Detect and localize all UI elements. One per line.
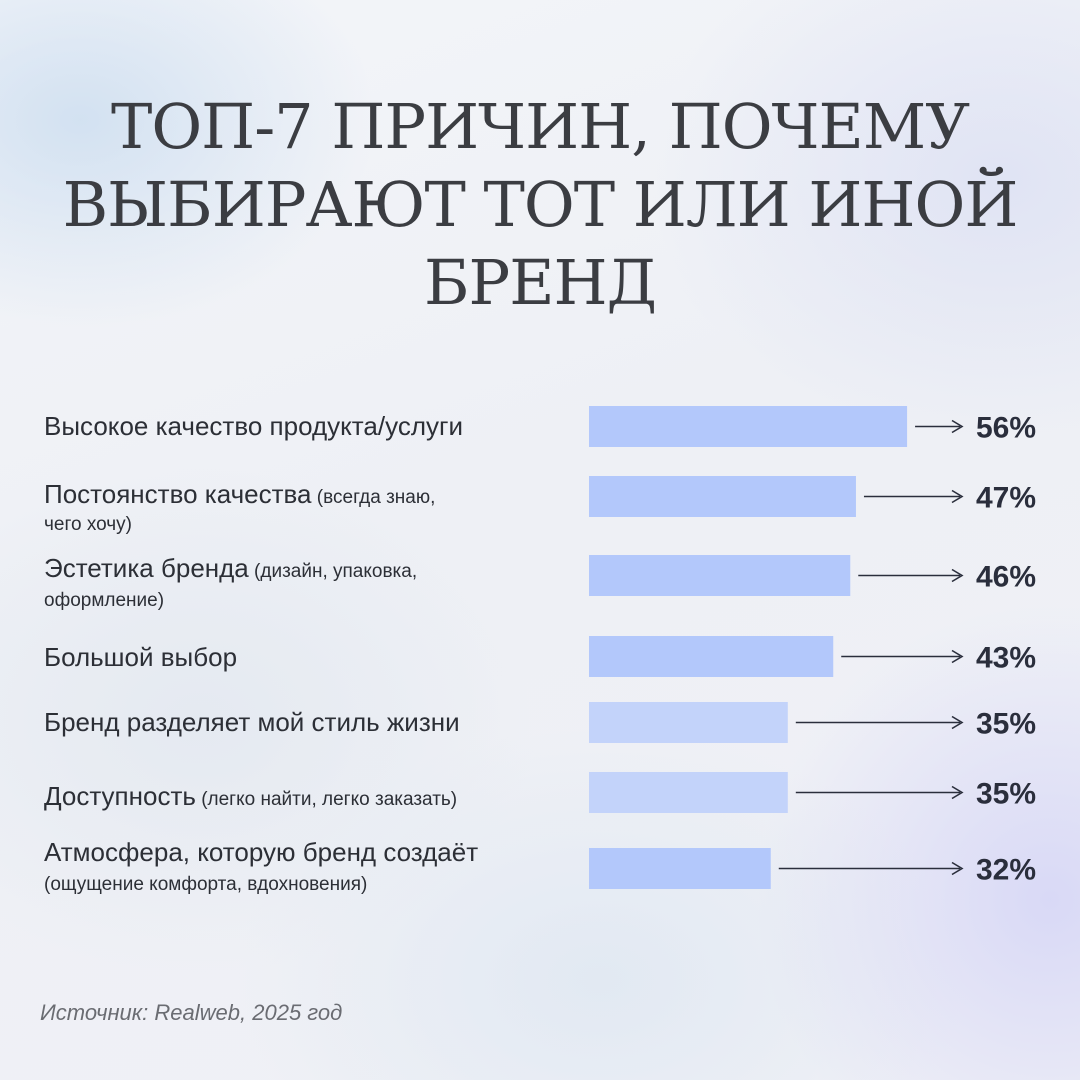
category-label-4: Большой выбор — [44, 642, 237, 672]
category-label-6: Доступность (легко найти, легко заказать… — [44, 781, 457, 811]
source-note: Источник: Realweb, 2025 год — [40, 1000, 343, 1025]
category-label-7: Атмосфера, которую бренд создаёт — [44, 837, 478, 867]
chart-title-line-1: ТОП-7 ПРИЧИН, ПОЧЕМУ — [110, 90, 970, 163]
arrow-head-1 — [951, 419, 964, 434]
arrow-head-3 — [951, 568, 964, 583]
bar-7 — [589, 848, 771, 889]
value-label-6: 35% — [976, 778, 1036, 811]
category-note-3: оформление) — [44, 590, 164, 611]
chart-title-line-3: БРЕНД — [423, 246, 657, 319]
arrow-head-2 — [951, 489, 964, 504]
value-label-7: 32% — [976, 854, 1036, 887]
value-label-3: 46% — [976, 561, 1036, 594]
category-label-2: Постоянство качества (всегда знаю, — [44, 479, 435, 509]
arrow-head-4 — [951, 649, 964, 664]
category-label-3: Эстетика бренда (дизайн, упаковка, — [44, 553, 417, 583]
bar-2 — [589, 476, 856, 517]
bar-6 — [589, 772, 788, 813]
bar-1 — [589, 406, 908, 447]
arrow-head-7 — [951, 861, 964, 876]
value-label-4: 43% — [976, 642, 1036, 675]
bar-3 — [589, 555, 851, 596]
bar-5 — [589, 702, 788, 743]
arrow-head-5 — [951, 715, 964, 730]
chart-title-line-2: ВЫБИРАЮТ ТОТ ИЛИ ИНОЙ — [62, 168, 1019, 241]
chart-title: ТОП-7 ПРИЧИН, ПОЧЕМУ ВЫБИРАЮТ ТОТ ИЛИ ИН… — [0, 88, 1080, 322]
bar-4 — [589, 636, 834, 677]
category-note-7: (ощущение комфорта, вдохновения) — [44, 874, 367, 895]
category-label-5: Бренд разделяет мой стиль жизни — [44, 707, 460, 737]
category-label-1: Высокое качество продукта/услуги — [44, 411, 463, 441]
value-label-5: 35% — [976, 708, 1036, 741]
value-label-2: 47% — [976, 482, 1036, 515]
arrow-head-6 — [951, 785, 964, 800]
value-label-1: 56% — [976, 412, 1036, 445]
category-note-2: чего хочу) — [44, 514, 132, 535]
